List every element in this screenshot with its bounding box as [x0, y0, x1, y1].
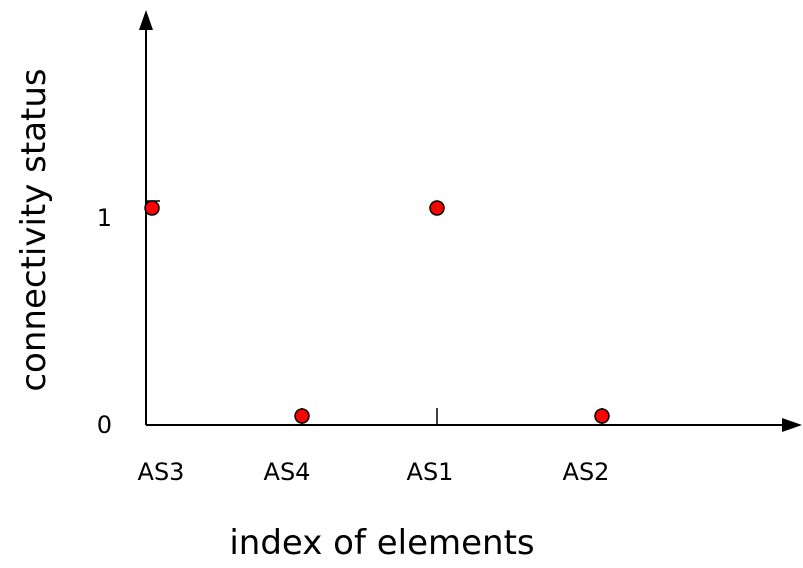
data-points: [144, 200, 610, 425]
y-axis-title: connectivity status: [14, 68, 54, 391]
data-point-as3: [144, 200, 160, 216]
data-point-as2: [594, 408, 610, 424]
x-tick-label-as1: AS1: [407, 458, 454, 486]
x-tick-label-as2: AS2: [563, 458, 610, 486]
data-point-as4: [294, 408, 310, 424]
y-tick-label-1: 1: [97, 204, 112, 232]
x-axis-title: index of elements: [229, 523, 534, 563]
y-tick-label-0: 0: [97, 411, 112, 439]
data-point-as1: [429, 200, 445, 216]
y-axis-arrowhead: [139, 10, 153, 30]
x-tick-label-as4: AS4: [264, 458, 311, 486]
x-axis-arrowhead: [782, 418, 802, 432]
x-tick-label-as3: AS3: [138, 458, 185, 486]
